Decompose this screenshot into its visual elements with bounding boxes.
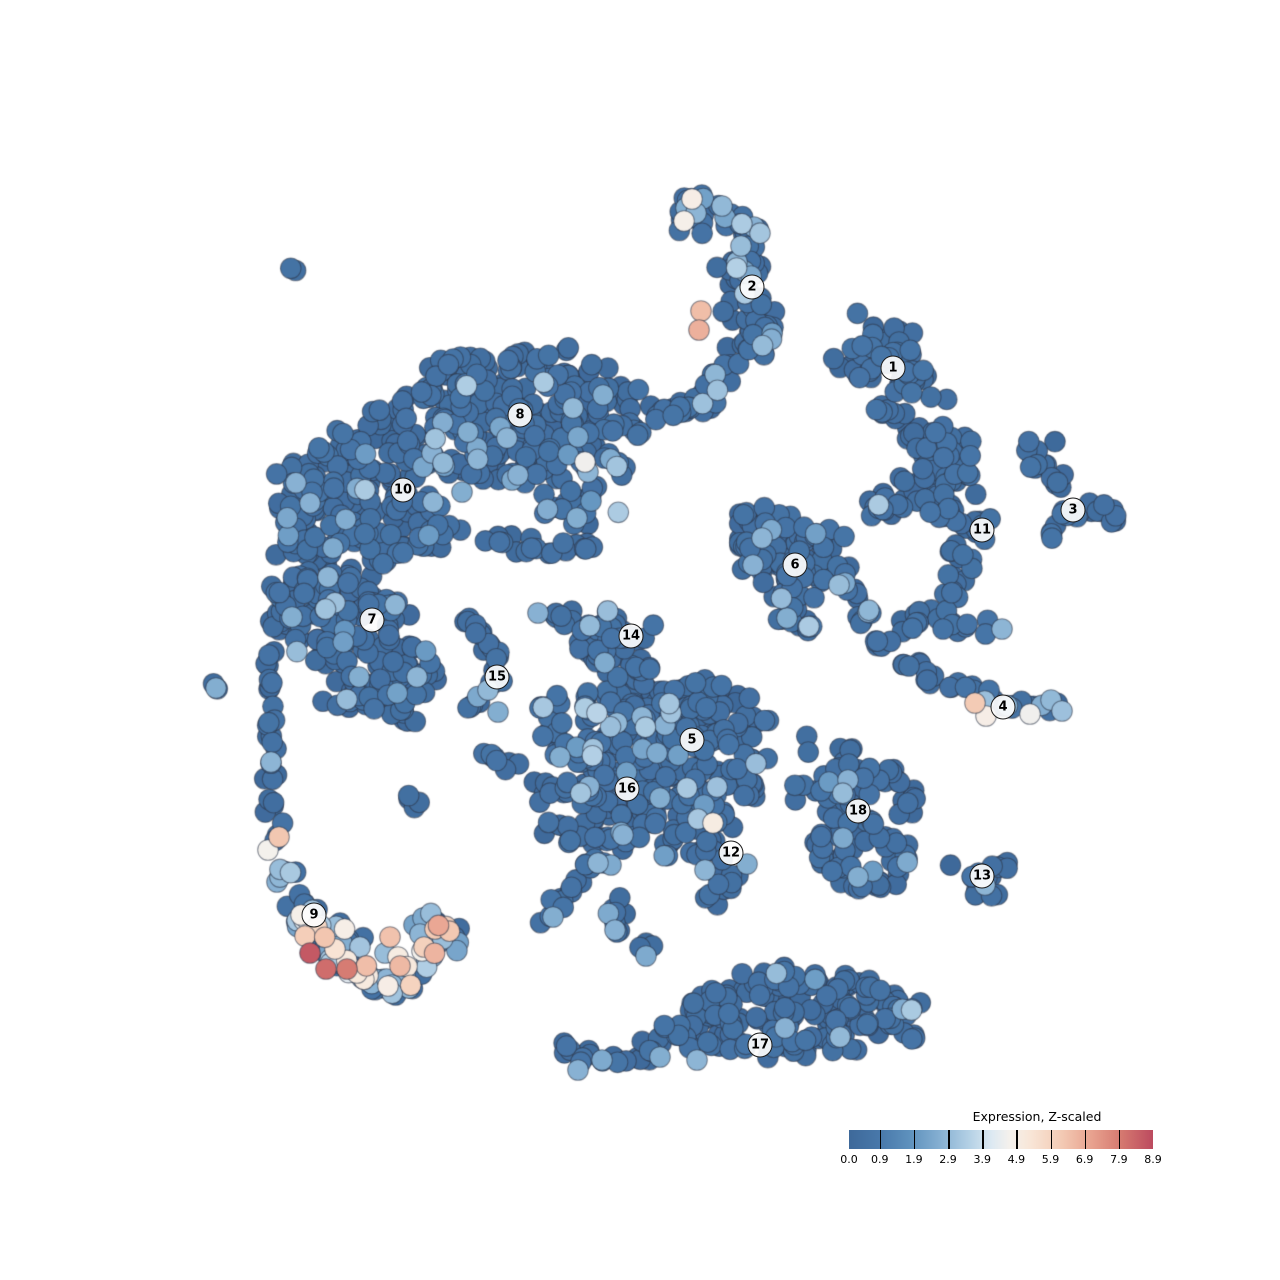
- cluster-label-4: 4: [990, 694, 1016, 720]
- cluster-label-16: 16: [614, 776, 640, 802]
- legend-gradient-bar: [849, 1130, 1153, 1149]
- legend-tick-label: 4.9: [1007, 1153, 1026, 1166]
- legend-tick: [1084, 1130, 1087, 1149]
- legend-tick-label: 8.9: [1144, 1153, 1162, 1166]
- legend-tick-label: 0.9: [870, 1153, 889, 1166]
- legend-tick-label: 6.9: [1075, 1153, 1094, 1166]
- cluster-label-11: 11: [969, 517, 995, 543]
- cluster-label-12: 12: [718, 840, 744, 866]
- legend-tick-label: 2.9: [939, 1153, 957, 1166]
- expression-legend: Expression, Z-scaled 0.0 0.9 1.9 2.9 3.9 4.9 5…: [840, 1109, 1162, 1166]
- legend-tick: [948, 1130, 950, 1149]
- legend-tick-label: 0.0: [840, 1153, 858, 1166]
- cluster-label-8: 8: [507, 402, 533, 428]
- legend-tick: [1016, 1130, 1018, 1149]
- cluster-label-10: 10: [390, 477, 416, 503]
- cluster-label-15: 15: [484, 664, 510, 690]
- cluster-label-2: 2: [739, 274, 765, 300]
- cluster-label-3: 3: [1060, 497, 1086, 523]
- legend-tick: [1118, 1130, 1121, 1149]
- cluster-label-14: 14: [618, 623, 644, 649]
- legend-tick: [1050, 1130, 1053, 1149]
- legend-tick: [982, 1130, 984, 1149]
- cluster-label-13: 13: [969, 863, 995, 889]
- cluster-label-18: 18: [845, 798, 871, 824]
- legend-tick-label: 5.9: [1041, 1153, 1060, 1166]
- legend-tick-label: 7.9: [1110, 1153, 1128, 1166]
- cluster-label-6: 6: [782, 552, 808, 578]
- legend-tick-label: 1.9: [905, 1153, 923, 1166]
- cluster-label-9: 9: [301, 902, 327, 928]
- legend-tick: [879, 1130, 882, 1149]
- cluster-label-17: 17: [747, 1032, 773, 1058]
- legend-tick-label: 3.9: [973, 1153, 991, 1166]
- legend-title: Expression, Z-scaled: [972, 1109, 1102, 1124]
- cluster-label-1: 1: [880, 355, 906, 381]
- legend-tick: [913, 1130, 916, 1149]
- cluster-label-7: 7: [359, 607, 385, 633]
- cluster-label-5: 5: [679, 727, 705, 753]
